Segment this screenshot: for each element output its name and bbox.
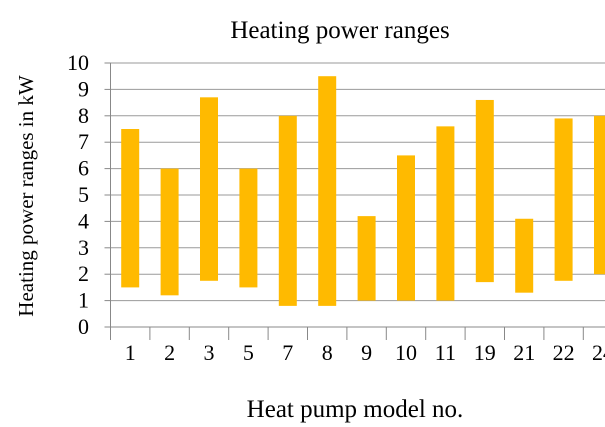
y-tick-label: 8 <box>78 103 89 128</box>
y-tick-label: 4 <box>78 208 89 233</box>
x-tick-label: 2 <box>164 340 175 365</box>
bar <box>121 129 140 288</box>
y-tick-label: 0 <box>78 314 89 339</box>
bar <box>160 168 179 296</box>
chart-title: Heating power ranges <box>230 17 449 44</box>
bar <box>397 155 415 301</box>
bar <box>357 216 376 301</box>
y-tick-label: 1 <box>78 288 89 313</box>
x-tick-label: 11 <box>435 340 456 365</box>
x-tick-label: 8 <box>322 340 333 365</box>
x-tick-label: 24 <box>592 340 605 365</box>
x-tick-label: 19 <box>474 340 496 365</box>
bar <box>475 99 494 283</box>
bar <box>515 218 534 293</box>
y-tick-label: 2 <box>78 261 89 286</box>
y-tick-label: 9 <box>78 76 89 101</box>
y-tick-label: 3 <box>78 235 89 260</box>
x-axis-label: Heat pump model no. <box>247 396 464 423</box>
y-tick-label: 6 <box>78 156 89 181</box>
x-tick-label: 3 <box>204 340 215 365</box>
x-tick-label: 22 <box>553 340 575 365</box>
bar <box>278 115 297 306</box>
bar <box>239 168 258 288</box>
y-tick-label: 10 <box>67 50 89 75</box>
x-tick-label: 5 <box>243 340 254 365</box>
bar <box>436 126 455 301</box>
x-tick-label: 21 <box>513 340 535 365</box>
bar <box>200 97 218 281</box>
x-tick-label: 1 <box>125 340 136 365</box>
y-axis-label: Heating power ranges in kW <box>14 75 38 317</box>
y-tick-label: 7 <box>78 129 89 154</box>
x-tick-label: 9 <box>361 340 372 365</box>
x-tick-label: 7 <box>282 340 293 365</box>
bar <box>594 115 605 275</box>
x-tick-label: 10 <box>395 340 417 365</box>
y-tick-label: 5 <box>78 182 89 207</box>
bar <box>318 76 337 306</box>
bar <box>554 118 573 281</box>
